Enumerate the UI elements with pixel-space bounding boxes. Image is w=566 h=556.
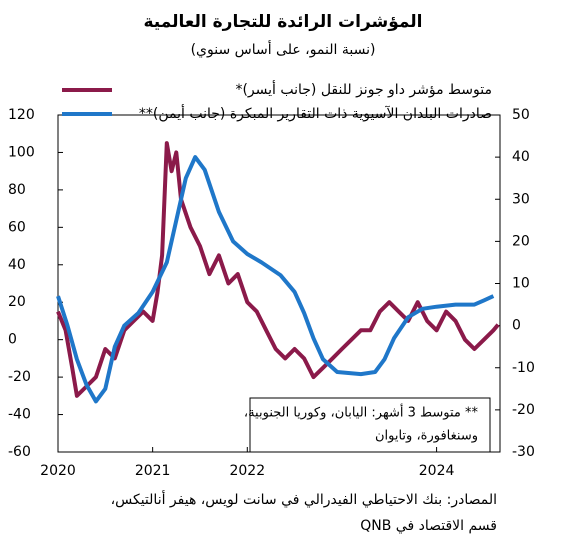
y-tick-label: 80 — [8, 182, 26, 198]
y-tick-label: 20 — [8, 294, 26, 310]
note: ** متوسط 3 أشهر: اليابان، وكوريا الجنوبي… — [244, 404, 479, 421]
source: المصادر: بنك الاحتياطي الفيدرالي في سانت… — [111, 490, 497, 508]
y-tick-label: -40 — [8, 407, 31, 423]
y2-tick-label: -30 — [512, 444, 535, 460]
y2-tick-label: 20 — [512, 233, 530, 249]
series-line — [56, 141, 500, 398]
y-tick-label: 120 — [8, 107, 35, 123]
y-tick-label: -60 — [8, 444, 31, 460]
chart-title: المؤشرات الرائدة للتجارة العالمية — [143, 12, 422, 32]
x-tick-label: 2024 — [419, 463, 455, 479]
y-tick-label: 0 — [8, 332, 17, 348]
y2-tick-label: 30 — [512, 191, 530, 207]
y-tick-label: -20 — [8, 369, 31, 385]
note-box — [249, 397, 491, 453]
x-tick-label: 2022 — [229, 463, 265, 479]
legend-label: متوسط مؤشر داو جونز للنقل (جانب أيسر)* — [235, 80, 492, 98]
y-tick-label: 60 — [8, 219, 26, 235]
y2-tick-label: 10 — [512, 276, 530, 292]
chart-subtitle: (نسبة النمو، على أساس سنوي) — [191, 40, 376, 58]
note: وسنغافورة، وتايوان — [375, 429, 478, 444]
series-line — [56, 155, 495, 404]
y-tick-label: 40 — [8, 257, 26, 273]
y2-tick-label: -10 — [512, 360, 535, 376]
x-tick-label: 2021 — [135, 463, 171, 479]
y2-tick-label: -20 — [512, 402, 535, 418]
source: قسم الاقتصاد في QNB — [360, 518, 497, 534]
y2-tick-label: 40 — [512, 149, 530, 165]
x-tick-label: 2020 — [40, 463, 76, 479]
legend-label: صادرات البلدان الآسيوية ذات التقارير الم… — [139, 104, 492, 122]
y-tick-label: 100 — [8, 144, 35, 160]
y2-tick-label: 0 — [512, 318, 521, 334]
y2-tick-label: 50 — [512, 107, 530, 123]
